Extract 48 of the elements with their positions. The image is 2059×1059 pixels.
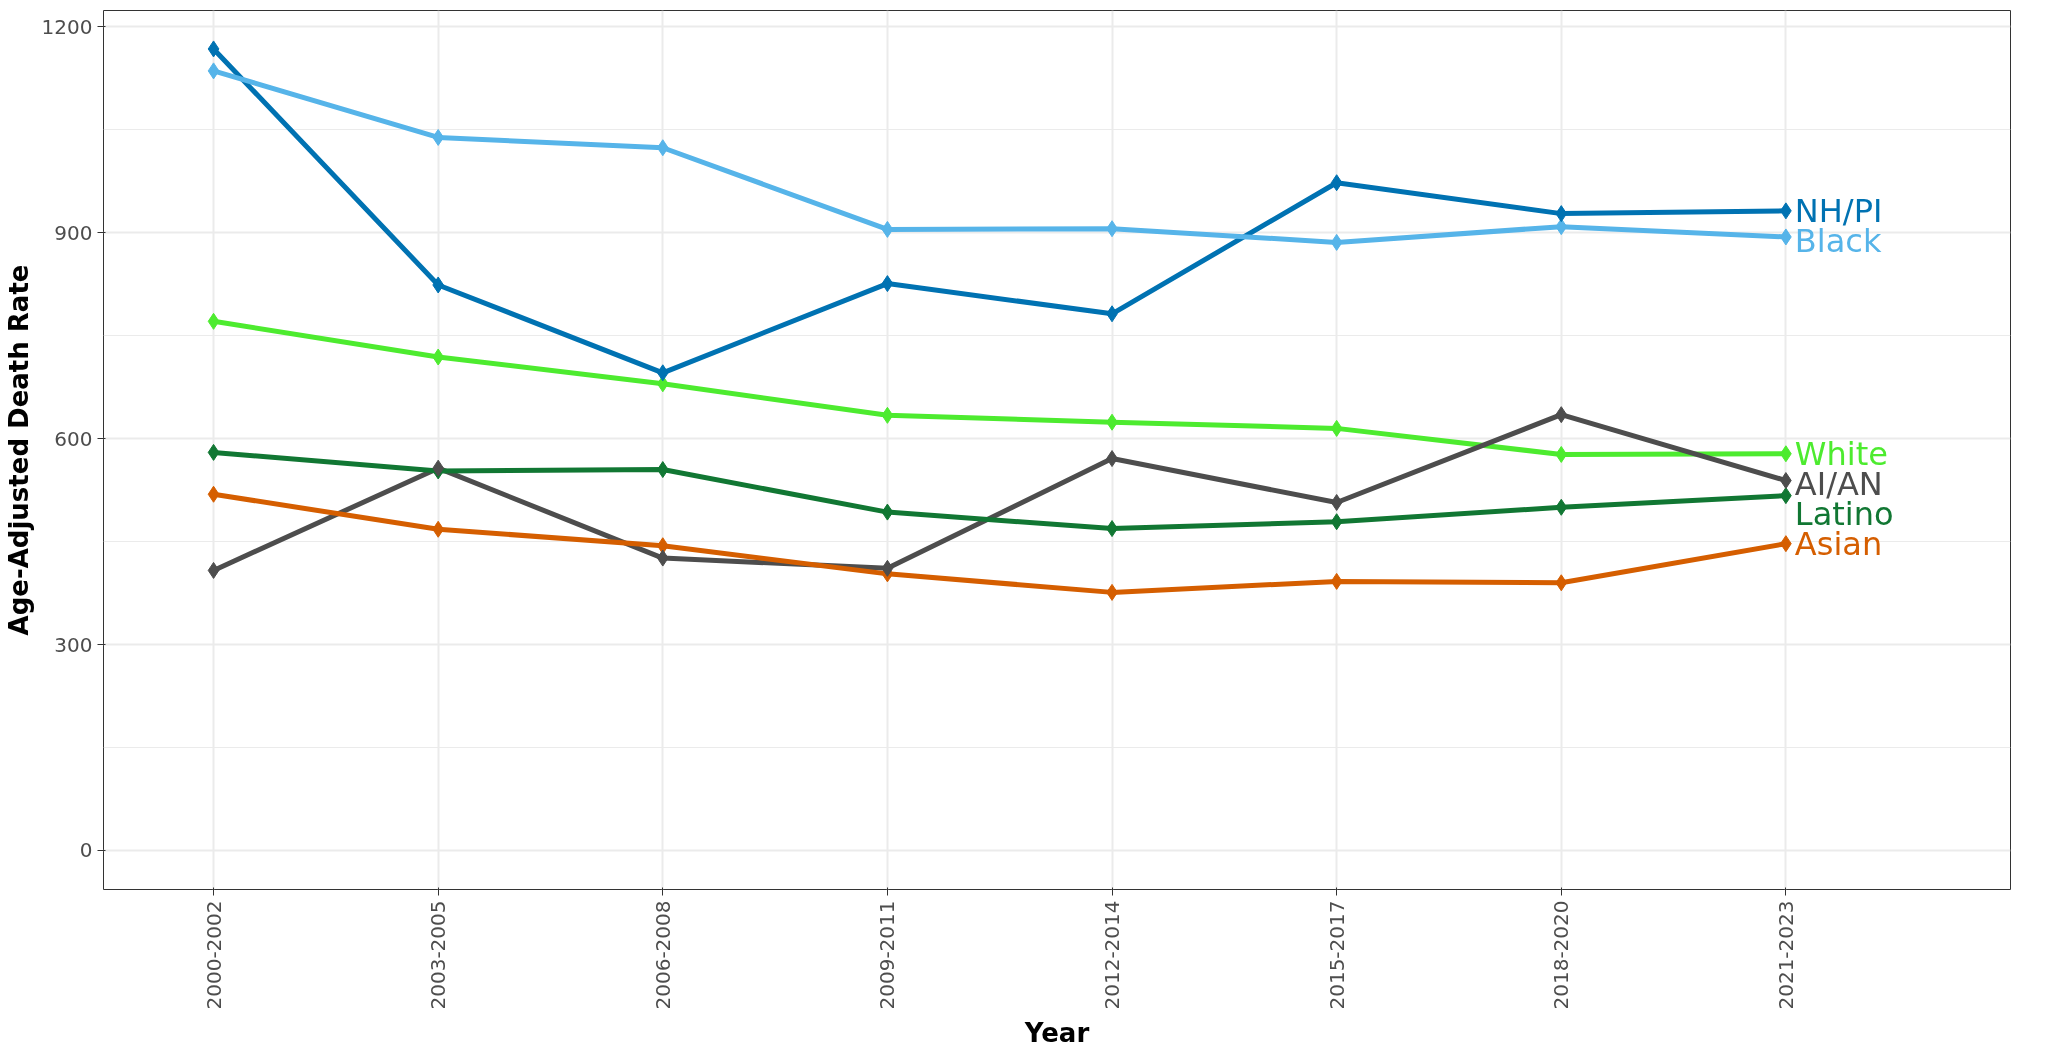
point xyxy=(207,561,220,579)
x-tick-label: 2018-2020 xyxy=(1549,900,1574,1010)
point xyxy=(1555,445,1568,463)
x-tick-label: 2006-2008 xyxy=(650,900,675,1010)
y-tick-label: 0 xyxy=(79,838,93,863)
y-tick-label: 300 xyxy=(54,632,93,657)
point xyxy=(432,520,445,538)
series-label: Asian xyxy=(1794,525,1883,564)
y-axis-title: Age-Adjusted Death Rate xyxy=(3,264,34,636)
point xyxy=(881,503,894,521)
y-tick-label: 600 xyxy=(54,426,93,451)
x-tick-label: 2021-2023 xyxy=(1773,900,1798,1010)
point xyxy=(207,312,220,330)
point xyxy=(1330,233,1343,251)
point xyxy=(1330,419,1343,437)
point xyxy=(432,128,445,146)
point xyxy=(1330,174,1343,192)
x-tick-label: 2000-2002 xyxy=(201,900,226,1010)
y-tick-label: 900 xyxy=(54,220,93,245)
point xyxy=(1330,513,1343,531)
point xyxy=(656,139,669,157)
point xyxy=(1555,574,1568,592)
point xyxy=(881,275,894,293)
point xyxy=(207,62,220,80)
point xyxy=(656,461,669,479)
point xyxy=(656,364,669,382)
point xyxy=(432,276,445,294)
series-label: White xyxy=(1794,434,1888,473)
point xyxy=(1555,205,1568,223)
x-tick-label: 2012-2014 xyxy=(1100,900,1125,1010)
x-tick-label: 2009-2011 xyxy=(875,900,900,1010)
point xyxy=(656,549,669,567)
point xyxy=(1330,572,1343,590)
point xyxy=(207,40,220,58)
point xyxy=(881,220,894,238)
x-tick-label: 2003-2005 xyxy=(426,900,451,1010)
point xyxy=(207,443,220,461)
x-tick-label: 2015-2017 xyxy=(1324,900,1349,1010)
point xyxy=(881,406,894,424)
point xyxy=(1555,498,1568,516)
point xyxy=(881,559,894,577)
point xyxy=(1555,406,1568,424)
point xyxy=(432,348,445,366)
y-tick-label: 1200 xyxy=(41,14,93,39)
point xyxy=(1330,493,1343,511)
x-axis-title: Year xyxy=(1023,1017,1090,1048)
point xyxy=(1555,218,1568,236)
point xyxy=(207,485,220,503)
